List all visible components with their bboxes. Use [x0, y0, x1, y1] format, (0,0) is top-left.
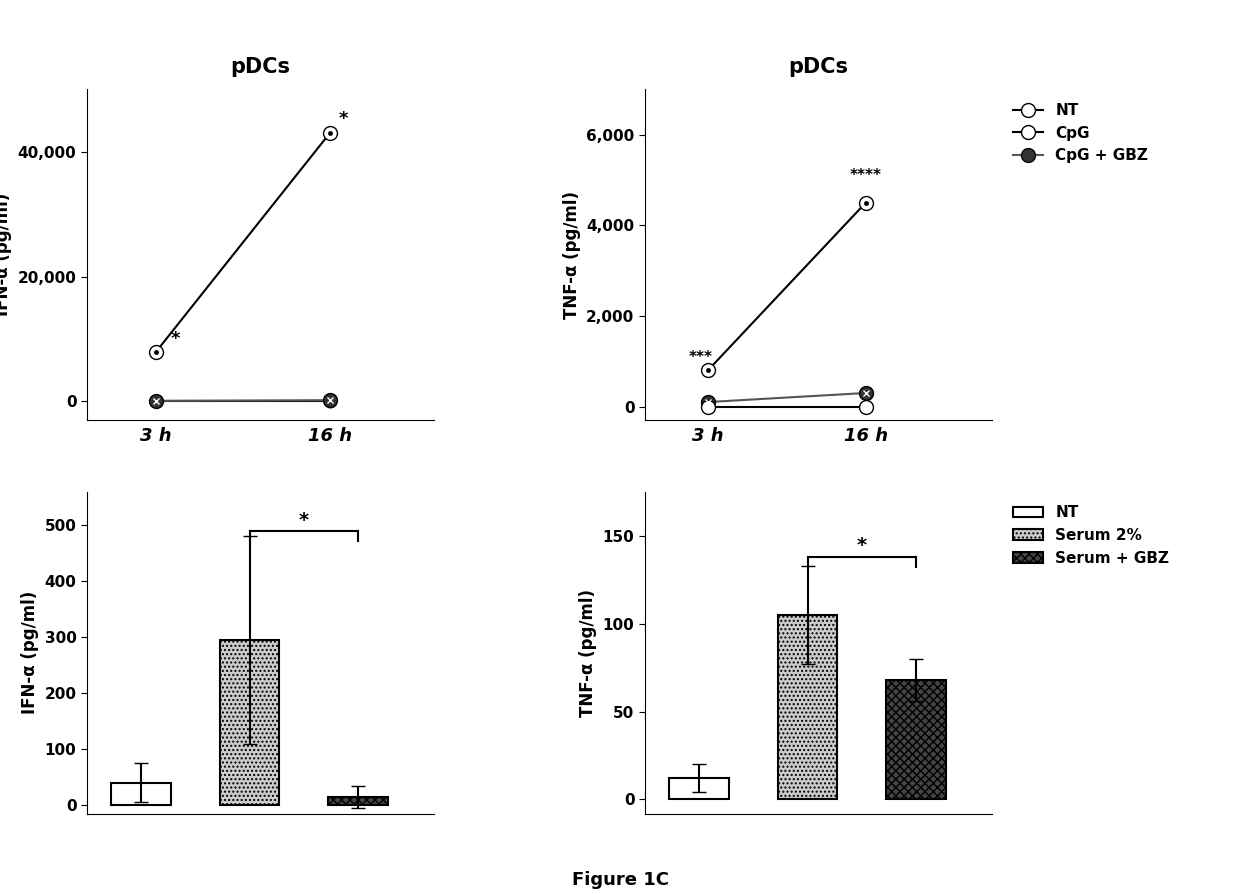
- Text: *: *: [299, 511, 309, 530]
- Text: ****: ****: [849, 168, 882, 183]
- Bar: [777, 615, 837, 799]
- Bar: [887, 679, 946, 799]
- Legend: NT, Serum 2%, Serum + GBZ: NT, Serum 2%, Serum + GBZ: [1007, 500, 1176, 572]
- Y-axis label: TNF-α (pg/ml): TNF-α (pg/ml): [563, 190, 580, 319]
- Legend: NT, CpG, CpG + GBZ: NT, CpG, CpG + GBZ: [1007, 97, 1154, 170]
- Text: ***: ***: [689, 350, 713, 365]
- Y-axis label: TNF-α (pg/ml): TNF-α (pg/ml): [579, 588, 598, 717]
- Text: Figure 1C: Figure 1C: [572, 871, 668, 889]
- Text: *: *: [339, 110, 348, 128]
- Title: pDCs: pDCs: [789, 56, 848, 77]
- Title: pDCs: pDCs: [231, 56, 290, 77]
- Y-axis label: IFN-α (pg/ml): IFN-α (pg/ml): [21, 591, 38, 714]
- Text: *: *: [857, 536, 867, 555]
- Y-axis label: IFN-α (pg/ml): IFN-α (pg/ml): [0, 193, 12, 316]
- Text: *: *: [170, 330, 180, 348]
- Bar: [329, 797, 388, 805]
- Bar: [219, 640, 279, 805]
- Bar: [112, 783, 171, 805]
- Bar: [670, 779, 729, 799]
